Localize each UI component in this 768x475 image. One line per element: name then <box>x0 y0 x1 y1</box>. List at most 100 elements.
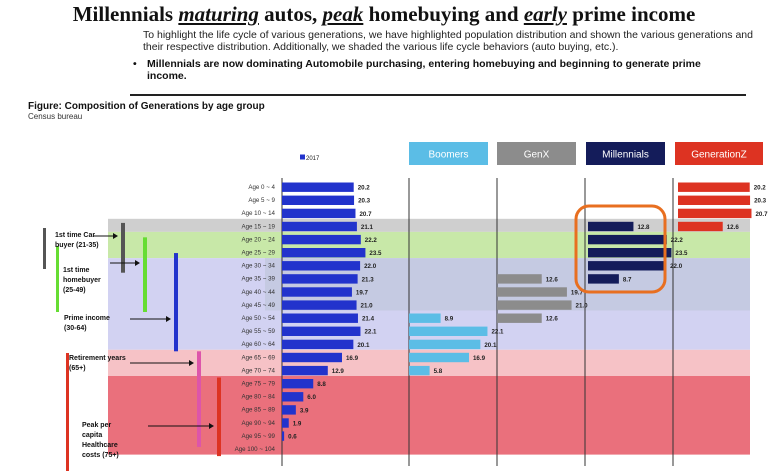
bar-generationz <box>678 182 750 192</box>
header-box-millennials <box>586 142 665 165</box>
age-label: Age 80 ~ 84 <box>241 394 275 401</box>
arrow-prime-head <box>166 316 171 322</box>
car-buyer-marker <box>43 228 46 269</box>
value-label-generationz: 20.2 <box>754 185 767 192</box>
value-label-2017: 16.9 <box>346 355 359 362</box>
life-stage-label-health: capita <box>82 432 102 439</box>
millennials-highlight <box>574 204 667 294</box>
value-label-millennials: 23.5 <box>675 250 688 257</box>
bar-2017 <box>282 326 361 336</box>
value-label-2017: 23.5 <box>369 250 382 257</box>
value-label-genx: 12.6 <box>546 316 559 323</box>
bar-boomers <box>409 352 469 363</box>
age-label: Age 100 ~ 104 <box>235 446 276 453</box>
bar-millennials <box>588 274 619 284</box>
header-label-genx: GenX <box>524 150 550 161</box>
life-stage-label-prime: Prime income <box>64 315 110 322</box>
peak-health-marker <box>66 353 69 471</box>
value-label-2017: 20.2 <box>358 185 371 192</box>
value-label-2017: 6.0 <box>307 394 316 401</box>
bar-millennials <box>588 221 634 232</box>
value-label-2017: 21.3 <box>362 276 375 283</box>
bar-generationz <box>678 195 751 205</box>
legend-label-2017: 2017 <box>306 156 320 162</box>
life-stage-label-health: Peak per <box>82 422 111 429</box>
bar-2017 <box>282 234 361 245</box>
bar-2017 <box>282 313 358 323</box>
bar-2017 <box>282 431 285 441</box>
age-label: Age 30 ~ 34 <box>241 263 275 270</box>
legend-swatch-2017 <box>300 154 305 160</box>
value-label-2017: 22.2 <box>365 237 378 244</box>
bar-2017 <box>282 339 354 350</box>
age-label: Age 55 ~ 59 <box>241 328 275 335</box>
life-stage-label-car: buyer (21-35) <box>55 242 99 249</box>
value-label-millennials: 22.0 <box>670 263 683 270</box>
bar-2017 <box>282 379 314 389</box>
bar-genx <box>497 300 572 310</box>
header-box-genx <box>497 142 576 165</box>
value-label-2017: 20.3 <box>358 198 371 205</box>
title-part-4: homebuying and <box>363 2 524 26</box>
life-stage-label-health: costs (75+) <box>82 452 119 459</box>
age-label: Age 65 ~ 69 <box>241 354 275 361</box>
value-label-boomers: 5.8 <box>434 368 443 375</box>
value-label-genx: 12.6 <box>546 276 559 283</box>
arrow-home-head <box>135 260 140 266</box>
value-label-2017: 12.9 <box>332 368 345 375</box>
bullet-marker: • <box>133 58 137 70</box>
value-label-2017: 20.1 <box>357 342 370 349</box>
title-part-3: peak <box>322 2 364 26</box>
page-title: Millennials maturing autos, peak homebuy… <box>0 2 768 27</box>
title-part-0: Millennials <box>72 2 179 26</box>
value-label-generationz: 20.3 <box>754 198 767 205</box>
header-box-generationz <box>675 142 763 165</box>
age-label: Age 5 ~ 9 <box>248 197 275 204</box>
value-label-millennials: 8.7 <box>623 276 632 283</box>
value-label-boomers: 8.9 <box>445 316 454 323</box>
life-stage-label-health: Healthcare <box>82 442 118 449</box>
age-label: Age 40 ~ 44 <box>241 289 275 296</box>
arrow-health-head <box>209 423 214 429</box>
age-label: Age 70 ~ 74 <box>241 367 275 374</box>
bar-2017 <box>282 248 366 258</box>
age-label: Age 10 ~ 14 <box>241 210 275 217</box>
value-label-2017: 3.9 <box>300 407 309 414</box>
value-label-millennials: 22.2 <box>671 237 684 244</box>
bar-2017 <box>282 418 289 428</box>
arrow-retire-head <box>189 360 194 366</box>
value-label-2017: 0.6 <box>288 434 297 441</box>
life-stage-band-0 <box>108 218 750 232</box>
age-label: Age 25 ~ 29 <box>241 250 275 257</box>
age-label: Age 15 ~ 19 <box>241 223 275 230</box>
life-stage-label-home: homebuyer <box>63 277 101 284</box>
title-part-1: maturing <box>178 2 259 26</box>
life-stage-label-retire: Retirement years <box>69 355 126 362</box>
bar-genx <box>497 287 567 297</box>
header-label-millennials: Millennials <box>602 150 649 161</box>
age-label: Age 85 ~ 89 <box>241 407 275 414</box>
title-part-2: autos, <box>258 2 323 26</box>
bar-genx <box>497 313 542 323</box>
header-box-boomers <box>409 142 488 165</box>
title-part-5: early <box>523 2 567 26</box>
life-stage-label-home: 1st time <box>63 267 90 274</box>
value-label-generationz: 20.7 <box>755 211 768 218</box>
life-stage-label-car: 1st time Car <box>55 232 95 239</box>
bar-millennials <box>588 261 667 271</box>
age-label: Age 50 ~ 54 <box>241 315 275 322</box>
bar-boomers <box>409 326 488 336</box>
bar-boomers <box>409 313 441 323</box>
life-stage-label-retire: (65+) <box>69 365 86 372</box>
arrow-car-head <box>113 233 118 239</box>
value-label-2017: 19.7 <box>356 289 369 296</box>
value-label-2017: 21.0 <box>361 303 374 310</box>
life-stage-bracket-4 <box>217 377 221 457</box>
bar-genx <box>497 274 542 284</box>
bar-2017 <box>282 182 354 192</box>
value-label-genx: 21.0 <box>576 303 589 310</box>
bar-2017 <box>282 365 328 376</box>
value-label-genx: 19.7 <box>571 289 584 296</box>
bar-2017 <box>282 221 357 232</box>
